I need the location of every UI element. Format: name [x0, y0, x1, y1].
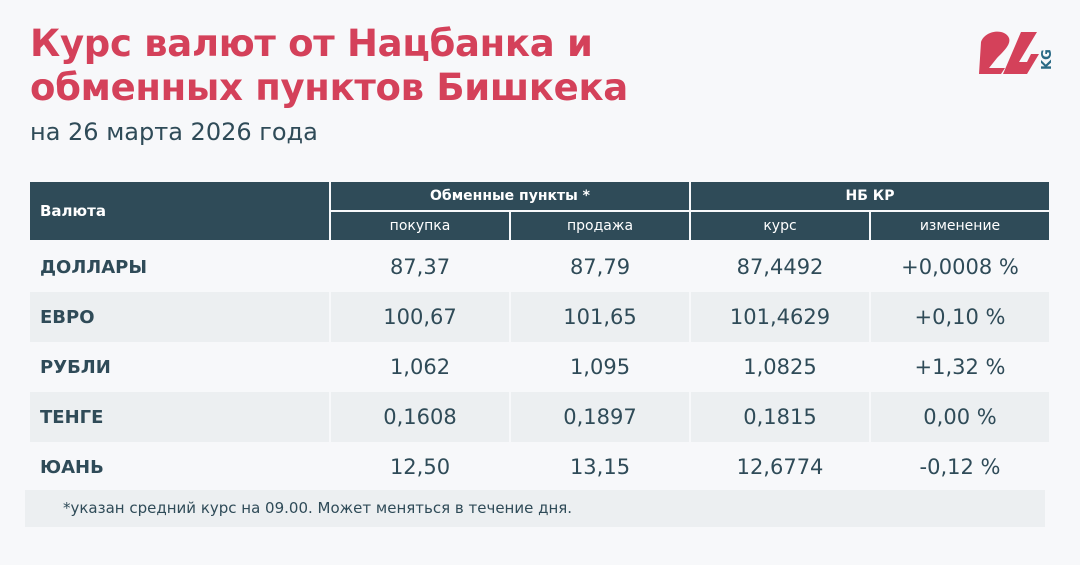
page-title: Курс валют от Нацбанка и обменных пункто…: [30, 22, 628, 110]
cell-buy: 87,37: [329, 241, 511, 292]
cell-buy: 0,1608: [329, 392, 511, 442]
table-row: РУБЛИ 1,062 1,095 1,0825 +1,32 %: [30, 342, 1051, 392]
cell-change: +1,32 %: [869, 342, 1051, 392]
cell-change: +0,10 %: [869, 292, 1051, 342]
title-line-2: обменных пунктов Бишкека: [30, 66, 628, 109]
cell-name: РУБЛИ: [30, 342, 331, 392]
cell-sell: 1,095: [509, 342, 691, 392]
cell-sell: 87,79: [509, 241, 691, 292]
table-row: ЮАНЬ 12,50 13,15 12,6774 -0,12 %: [30, 442, 1051, 492]
cell-sell: 0,1897: [509, 392, 691, 442]
header-sell: продажа: [509, 210, 691, 242]
24kg-logo: KG: [979, 31, 1055, 74]
cell-rate: 0,1815: [689, 392, 871, 442]
table-row: ДОЛЛАРЫ 87,37 87,79 87,4492 +0,0008 %: [30, 241, 1051, 292]
header-exchange-points: Обменные пункты *: [329, 180, 691, 212]
cell-change: -0,12 %: [869, 442, 1051, 492]
cell-rate: 101,4629: [689, 292, 871, 342]
header-change: изменение: [869, 210, 1051, 242]
date-subtitle: на 26 марта 2026 года: [30, 118, 318, 146]
header-nbkr: НБ КР: [689, 180, 1051, 212]
cell-change: +0,0008 %: [869, 241, 1051, 292]
header-currency: Валюта: [30, 180, 331, 242]
currency-table: Валюта Обменные пункты * НБ КР покупка п…: [30, 180, 1051, 492]
cell-rate: 1,0825: [689, 342, 871, 392]
header-buy: покупка: [329, 210, 511, 242]
header-rate: курс: [689, 210, 871, 242]
cell-buy: 12,50: [329, 442, 511, 492]
table-row: ЕВРО 100,67 101,65 101,4629 +0,10 %: [30, 292, 1051, 342]
cell-sell: 101,65: [509, 292, 691, 342]
cell-name: ТЕНГЕ: [30, 392, 331, 442]
cell-rate: 12,6774: [689, 442, 871, 492]
cell-rate: 87,4492: [689, 241, 871, 292]
cell-sell: 13,15: [509, 442, 691, 492]
cell-change: 0,00 %: [869, 392, 1051, 442]
svg-text:KG: KG: [1040, 49, 1055, 70]
title-line-1: Курс валют от Нацбанка и: [30, 22, 593, 65]
cell-name: ДОЛЛАРЫ: [30, 241, 331, 292]
cell-buy: 100,67: [329, 292, 511, 342]
cell-name: ЮАНЬ: [30, 442, 331, 492]
table-row: ТЕНГЕ 0,1608 0,1897 0,1815 0,00 %: [30, 392, 1051, 442]
cell-buy: 1,062: [329, 342, 511, 392]
cell-name: ЕВРО: [30, 292, 331, 342]
footnote: *указан средний курс на 09.00. Может мен…: [25, 490, 1045, 527]
